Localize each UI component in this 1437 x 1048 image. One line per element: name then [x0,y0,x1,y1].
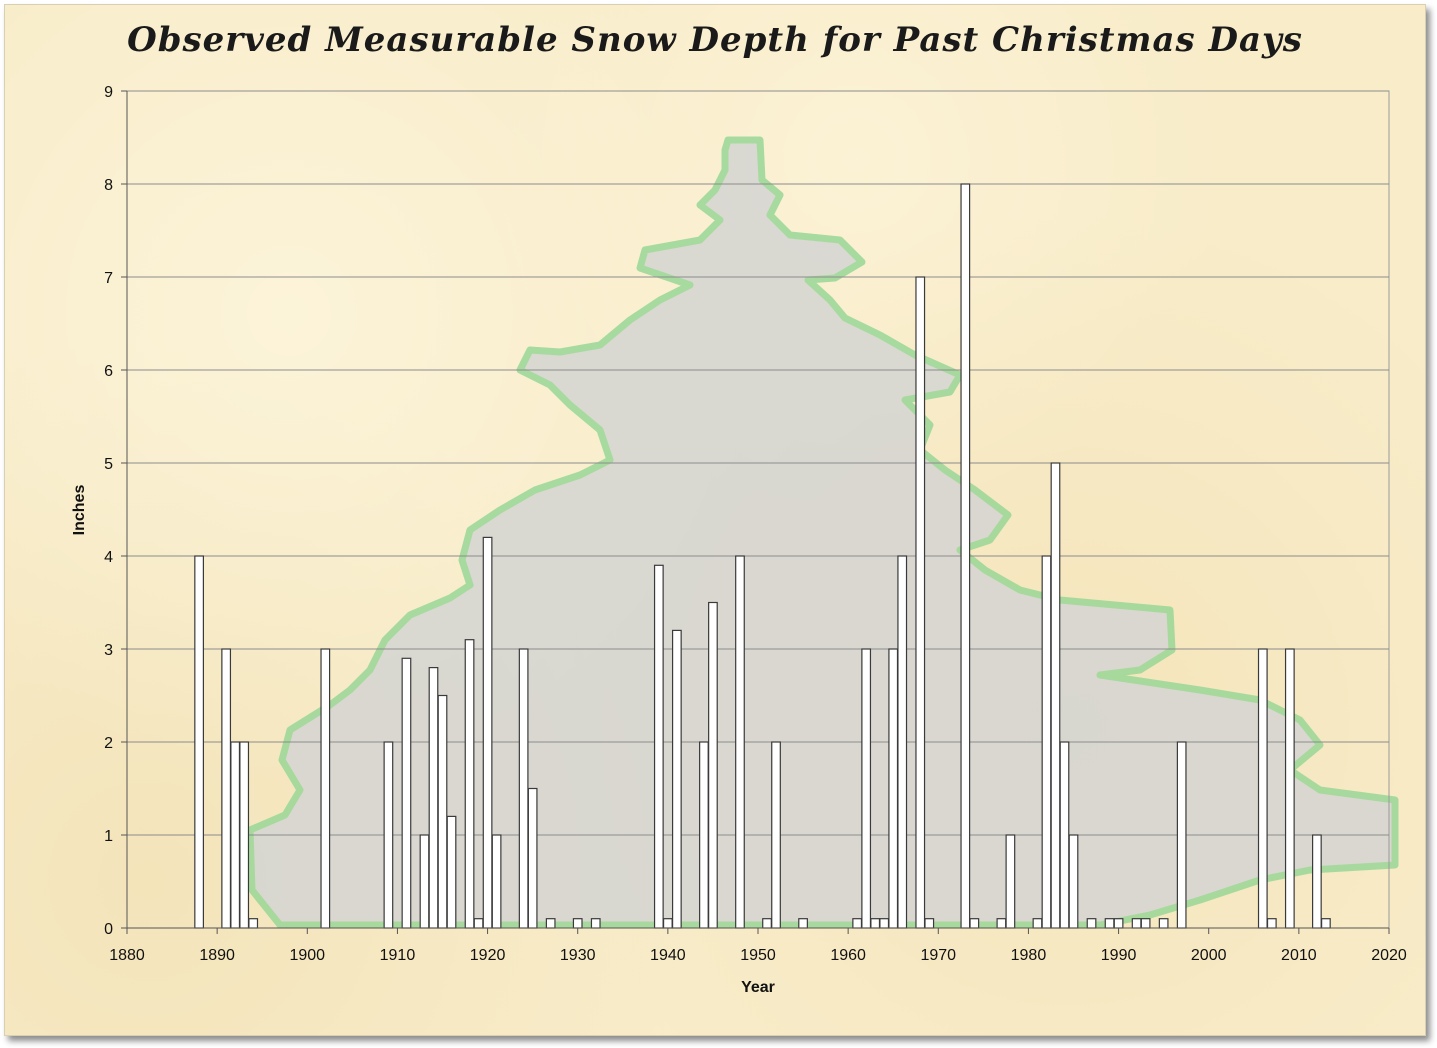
bar [897,555,908,929]
bar [401,657,412,929]
x-tick-label: 1910 [380,947,416,964]
y-tick-label: 0 [104,921,113,938]
x-tick-label: 1950 [740,947,776,964]
bar [888,648,899,929]
bar [924,918,935,929]
bar [1140,918,1151,929]
y-tick-label: 4 [104,549,113,566]
bar [1104,918,1115,929]
bar [671,629,682,929]
y-tick-label: 9 [104,84,113,101]
y-tick-label: 2 [104,735,113,752]
bar [969,918,980,929]
bar [798,918,808,929]
bar [419,834,430,929]
bar [1113,918,1124,929]
bars [194,183,1331,929]
bar [527,787,538,929]
bar [473,918,484,929]
y-tick-label: 7 [104,270,113,287]
bar [518,648,529,929]
bar [1158,918,1169,929]
bar [482,536,493,929]
bar [708,601,718,929]
bar [239,741,250,929]
x-tick-label: 1900 [289,947,325,964]
y-tick-label: 6 [104,363,113,380]
bar [383,741,394,929]
bar [1284,648,1295,929]
y-tick-label: 3 [104,642,113,659]
bar [735,555,745,929]
bar [1086,918,1097,929]
x-tick-label: 1890 [199,947,235,964]
bar [662,918,673,929]
bar [590,918,601,929]
bar [653,564,664,929]
bar [1059,741,1070,929]
bar [960,183,971,929]
bar [194,555,204,929]
tree-background-image [246,136,1399,929]
x-tick-label: 1920 [470,947,506,964]
x-tick-label: 2000 [1191,947,1227,964]
bar [1041,555,1052,929]
bar [1050,462,1061,929]
bar [572,918,583,929]
bar [915,276,926,929]
bar [230,741,241,929]
x-tick-label: 1880 [109,947,145,964]
bar [221,648,232,929]
bar [1312,834,1322,929]
bar [996,918,1007,929]
bar [1032,918,1043,929]
bar [762,918,772,929]
x-tick-label: 1940 [650,947,686,964]
bar [464,639,475,929]
bar [320,648,331,929]
bar [446,815,457,929]
bar [861,648,872,929]
bar [879,918,890,929]
y-tick-label: 5 [104,456,113,473]
bar [1131,918,1142,929]
tree-shape [246,136,1399,929]
bar [491,834,502,929]
x-tick-label: 1930 [560,947,596,964]
bar [699,741,709,929]
chart-title: Observed Measurable Snow Depth for Past … [127,20,1303,60]
x-tick-label: 2020 [1371,947,1407,964]
x-tick-label: 1990 [1101,947,1137,964]
bar [1257,648,1268,929]
bar [1176,741,1187,929]
bar [1321,918,1331,929]
y-axis-ticks: 0 1 2 3 4 5 6 7 8 9 [104,84,127,938]
y-axis-title: Inches [71,485,88,536]
bar [1068,834,1079,929]
x-tick-label: 1970 [920,947,956,964]
y-tick-label: 1 [104,828,113,845]
bar [248,918,259,929]
x-axis-ticks: 1880 1890 1900 1910 1920 1930 1940 1950 1960 1970… [109,928,1407,964]
bar [1266,918,1277,929]
y-tick-label: 8 [104,177,113,194]
bar [545,918,556,929]
x-tick-label: 1980 [1011,947,1047,964]
bar [1005,834,1016,929]
x-axis-title: Year [741,979,775,996]
x-tick-label: 1960 [830,947,866,964]
bar [771,741,781,929]
bar [428,666,439,929]
bar [852,918,863,929]
bar [870,918,881,929]
x-tick-label: 2010 [1281,947,1317,964]
bar [437,694,448,929]
